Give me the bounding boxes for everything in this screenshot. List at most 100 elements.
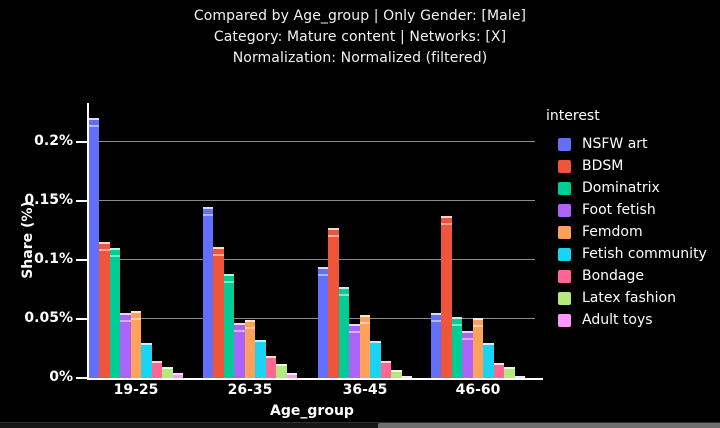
error-cap-line <box>88 125 100 128</box>
bar-group-26-35 <box>202 103 298 378</box>
legend-item-dominatrix[interactable]: Dominatrix <box>546 177 707 199</box>
bar-nsfw-art[interactable] <box>202 206 214 378</box>
bar-fetish-community[interactable] <box>255 340 266 378</box>
y-tick-label: 0% <box>49 369 73 385</box>
horizontal-scrollbar-thumb[interactable] <box>378 423 720 428</box>
bar-nsfw-art[interactable] <box>430 313 442 378</box>
bar-foot-fetish[interactable] <box>120 313 131 378</box>
bar-foot-fetish[interactable] <box>349 323 360 378</box>
x-tick-label: 36-45 <box>342 382 388 398</box>
bar-bondage[interactable] <box>265 355 277 378</box>
bar-nsfw-art[interactable] <box>317 267 329 378</box>
bar-femdom[interactable] <box>472 317 484 378</box>
x-axis-title: Age_group <box>270 403 354 419</box>
bar-bdsm[interactable] <box>441 216 452 378</box>
bar-foot-fetish[interactable] <box>462 330 473 378</box>
legend-swatch <box>558 313 571 327</box>
y-axis-title: Share (%) <box>20 201 36 279</box>
bar-bdsm[interactable] <box>213 247 224 378</box>
bar-dominatrix[interactable] <box>451 316 463 378</box>
y-axis-tick <box>76 258 87 261</box>
legend-item-bondage[interactable]: Bondage <box>546 265 707 287</box>
error-cap-line <box>462 337 473 340</box>
legend-item-nsfw-art[interactable]: NSFW art <box>546 133 707 155</box>
error-cap-line <box>234 329 245 332</box>
bar-adult-toys[interactable] <box>286 373 298 378</box>
legend-item-bdsm[interactable]: BDSM <box>546 155 707 177</box>
bar-adult-toys[interactable] <box>172 373 184 378</box>
x-axis-line <box>87 378 543 380</box>
bar-dominatrix[interactable] <box>338 287 350 378</box>
bar-foot-fetish[interactable] <box>234 322 245 378</box>
legend-label: Adult toys <box>582 312 653 328</box>
error-cap-line <box>472 324 484 327</box>
bar-fetish-community[interactable] <box>370 341 381 378</box>
bar-dominatrix[interactable] <box>223 274 235 378</box>
y-axis-tick <box>76 377 87 379</box>
legend-swatch <box>558 269 571 283</box>
legend-item-latex-fashion[interactable]: Latex fashion <box>546 287 707 309</box>
legend-item-foot-fetish[interactable]: Foot fetish <box>546 199 707 221</box>
bar-nsfw-art[interactable] <box>88 118 100 378</box>
gridline <box>89 259 535 261</box>
chart-title-line3: Normalization: Normalized (filtered) <box>232 50 488 66</box>
error-cap-line <box>338 294 350 297</box>
bar-latex-fashion[interactable] <box>391 369 402 378</box>
bar-bondage[interactable] <box>380 361 392 378</box>
gridline <box>89 200 535 202</box>
legend-label: NSFW art <box>582 136 648 152</box>
bar-adult-toys[interactable] <box>514 375 526 378</box>
legend-item-fetish-community[interactable]: Fetish community <box>546 243 707 265</box>
horizontal-scrollbar-track[interactable] <box>0 422 720 428</box>
error-cap-line <box>99 249 110 252</box>
bar-bondage[interactable] <box>493 362 505 378</box>
legend-swatch <box>558 291 571 305</box>
bar-latex-fashion[interactable] <box>504 367 515 378</box>
error-cap-line <box>202 213 214 216</box>
legend-label: Foot fetish <box>582 202 656 218</box>
y-tick-label: 0.2% <box>34 132 73 149</box>
y-tick-label: 0.05% <box>24 309 73 326</box>
bar-dominatrix[interactable] <box>109 248 121 378</box>
legend-items: NSFW art BDSM Dominatrix Foot fetish Femdom F… <box>546 133 707 331</box>
error-cap-line <box>213 254 224 256</box>
bar-latex-fashion[interactable] <box>276 363 287 378</box>
bar-femdom[interactable] <box>244 320 256 378</box>
legend-swatch <box>558 137 571 151</box>
y-axis-tick <box>76 140 87 143</box>
bar-bdsm[interactable] <box>328 228 339 378</box>
legend-label: Latex fashion <box>582 290 676 306</box>
legend-label: Fetish community <box>582 246 707 262</box>
bar-adult-toys[interactable] <box>401 375 413 378</box>
error-cap-line <box>430 320 442 323</box>
error-cap-line <box>349 330 360 333</box>
bar-fetish-community[interactable] <box>141 342 152 378</box>
y-axis-line <box>87 103 89 378</box>
x-tick-label: 19-25 <box>113 382 159 398</box>
error-cap-line <box>359 322 371 325</box>
bar-femdom[interactable] <box>359 315 371 378</box>
error-cap-line <box>120 320 131 323</box>
bar-latex-fashion[interactable] <box>162 367 173 378</box>
bar-fetish-community[interactable] <box>483 342 494 378</box>
legend-swatch <box>558 247 571 261</box>
error-cap-line <box>223 281 235 284</box>
x-tick-label: 26-35 <box>227 382 273 398</box>
legend-label: Dominatrix <box>582 180 660 196</box>
error-cap-line <box>441 223 452 226</box>
chart-title: Compared by Age_group | Only Gender: [Ma… <box>0 6 720 69</box>
legend: interest NSFW art BDSM Dominatrix Foot feti… <box>546 108 707 331</box>
y-tick-label: 0.1% <box>34 250 73 267</box>
legend-label: Bondage <box>582 268 645 284</box>
bar-bdsm[interactable] <box>99 242 110 378</box>
legend-item-adult-toys[interactable]: Adult toys <box>546 309 707 331</box>
error-cap-line <box>328 235 339 238</box>
legend-swatch <box>558 203 571 217</box>
bar-bondage[interactable] <box>151 361 163 378</box>
legend-swatch <box>558 225 571 239</box>
chart-title-line1: Compared by Age_group | Only Gender: [Ma… <box>193 8 527 24</box>
legend-item-femdom[interactable]: Femdom <box>546 221 707 243</box>
bar-group-19-25 <box>88 103 184 378</box>
bar-femdom[interactable] <box>130 310 142 378</box>
